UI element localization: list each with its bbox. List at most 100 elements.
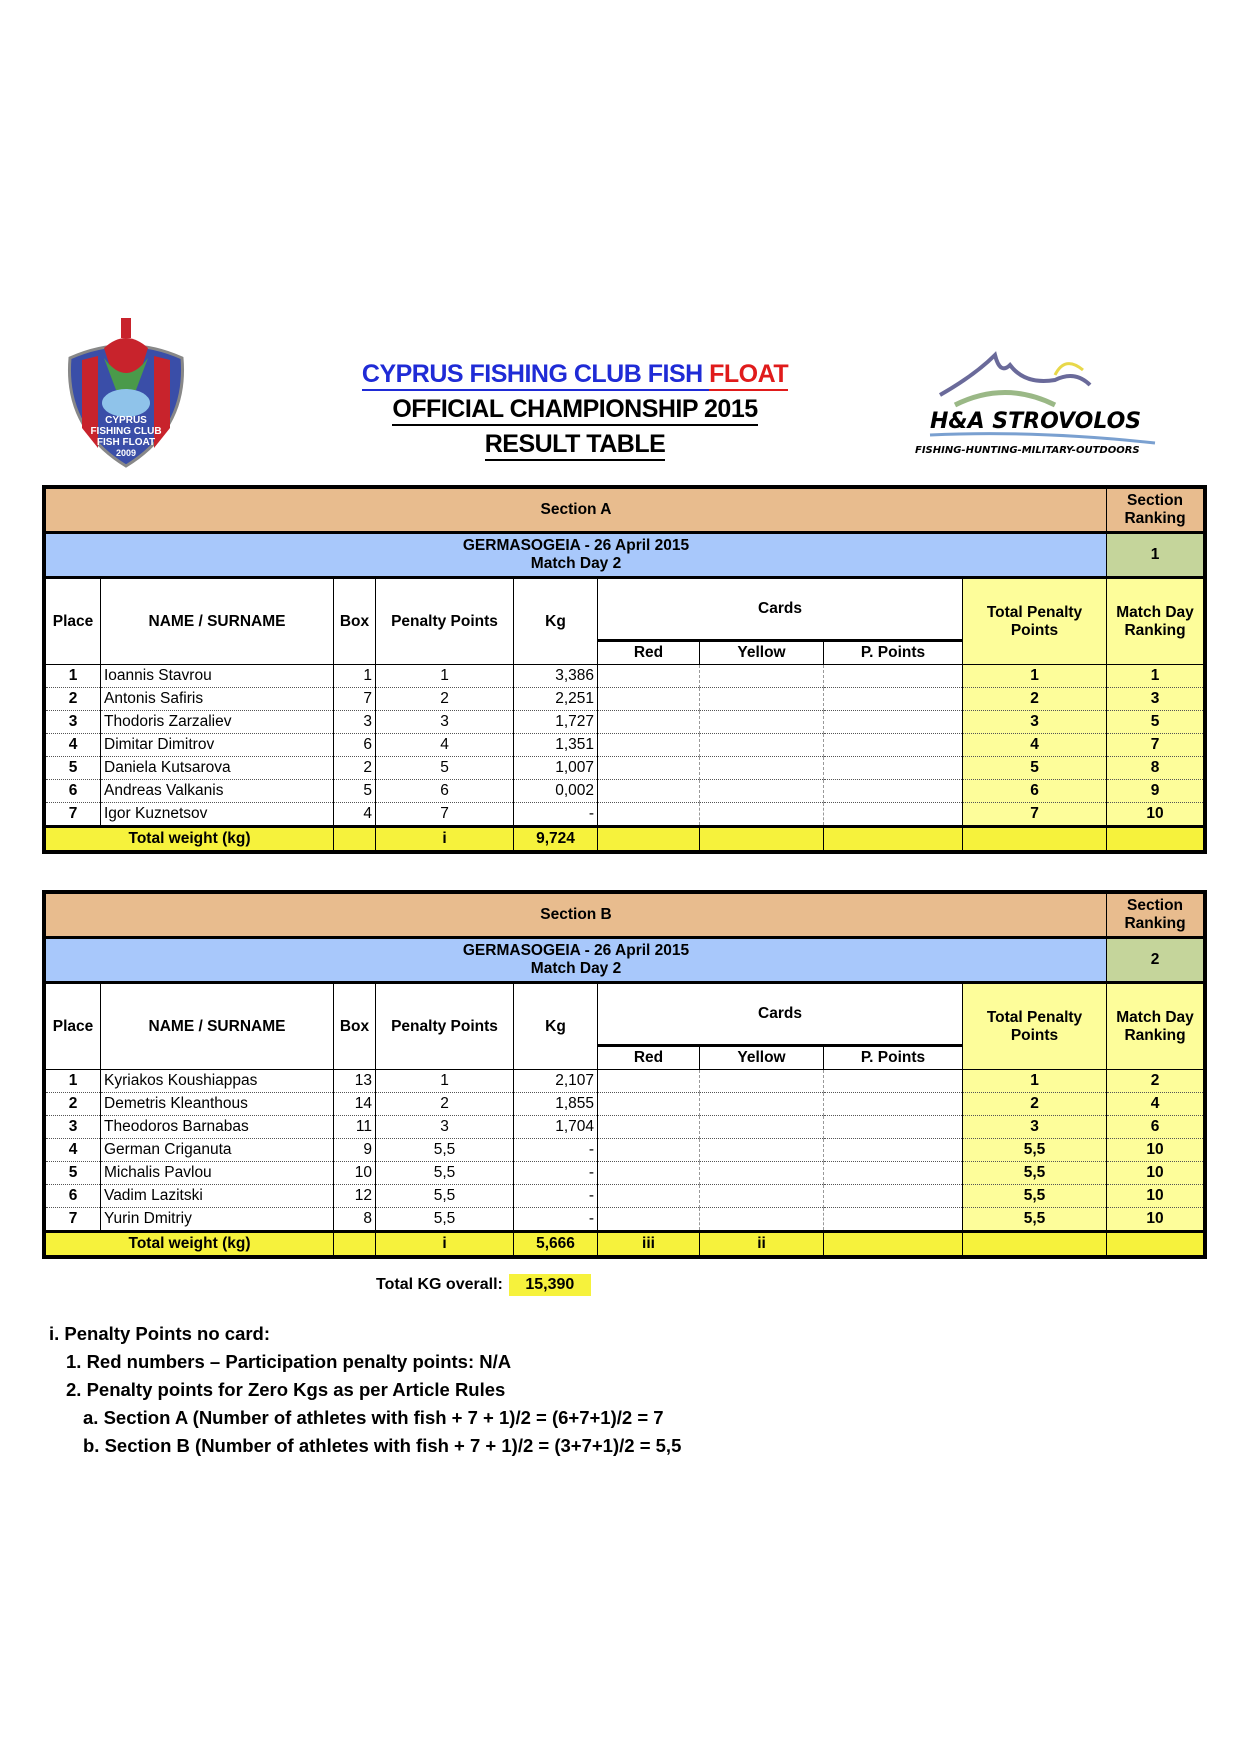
table-row: 6 Andreas Valkanis 5 6 0,002 6 9 [45, 779, 1205, 803]
total-yellow [699, 825, 824, 851]
match-day-ranking: 7 [1106, 733, 1205, 757]
svg-text:FISHING CLUB: FISHING CLUB [90, 426, 161, 437]
col-match-day-ranking: Match Day Ranking [1106, 576, 1205, 665]
box: 4 [333, 802, 376, 827]
match-day-ranking: 10 [1106, 1207, 1205, 1232]
match-day-ranking: 4 [1106, 1092, 1205, 1116]
match-day-ranking: 6 [1106, 1115, 1205, 1139]
svg-text:FISH FLOAT: FISH FLOAT [97, 437, 155, 448]
championship-title: OFFICIAL CHAMPIONSHIP 2015 [330, 395, 820, 426]
section-ranking-label: Section Ranking [1106, 893, 1205, 938]
table-row: 7 Yurin Dmitriy 8 5,5 - 5,5 10 [45, 1207, 1205, 1232]
club-shield-logo: CYPRUS FISHING CLUB FISH FLOAT 2009 [67, 318, 185, 468]
col-total-penalty: Total Penalty Points [961, 576, 1108, 665]
subtitle: OFFICIAL CHAMPIONSHIP 2015 [392, 395, 758, 426]
athlete-name: Daniela Kutsarova [100, 756, 334, 780]
box: 7 [333, 687, 376, 711]
total-red: iii [597, 1230, 700, 1256]
match-day-ranking: 10 [1106, 1138, 1205, 1162]
col-name: NAME / SURNAME [100, 576, 334, 665]
box: 11 [333, 1115, 376, 1139]
athlete-name: Antonis Safiris [100, 687, 334, 711]
strovolos-logo: H&A STROVOLOS FISHING-HUNTING-MILITARY-O… [915, 351, 1156, 456]
note-2a: a. Section A (Number of athletes with fi… [83, 1407, 664, 1428]
yellow-card [699, 1184, 824, 1208]
title-red: FLOAT [709, 360, 789, 391]
overall-label: Total KG overall: [376, 1276, 503, 1293]
kg: 1,727 [513, 710, 598, 734]
kg: 3,386 [513, 664, 598, 688]
table-row: 3 Theodoros Barnabas 11 3 1,704 3 6 [45, 1115, 1205, 1139]
kg: 1,351 [513, 733, 598, 757]
red-card [597, 1207, 700, 1232]
table-row: 7 Igor Kuznetsov 4 7 - 7 10 [45, 802, 1205, 827]
col-box: Box [333, 576, 376, 665]
athlete-name: Yurin Dmitriy [100, 1207, 334, 1232]
yellow-card [699, 1161, 824, 1185]
note-2: 2. Penalty points for Zero Kgs as per Ar… [66, 1379, 506, 1400]
col-red: Red [597, 639, 700, 665]
card-points [823, 1161, 963, 1185]
red-card [597, 779, 700, 803]
total-penalty: 5 [961, 756, 1108, 780]
penalty-points: 4 [375, 733, 514, 757]
penalty-points: 5,5 [375, 1207, 514, 1232]
note-heading: i. Penalty Points no card: [49, 1323, 271, 1344]
section-ranking-label: Section Ranking [1106, 488, 1205, 533]
match-day-ranking: 8 [1106, 756, 1205, 780]
athlete-name: Ioannis Stavrou [100, 664, 334, 688]
red-card [597, 687, 700, 711]
table-row: 3 Thodoris Zarzaliev 3 3 1,727 3 5 [45, 710, 1205, 734]
venue-cell: GERMASOGEIA - 26 April 2015 Match Day 2 [44, 936, 1108, 983]
total-penalty: 1 [961, 664, 1108, 688]
kg: 1,007 [513, 756, 598, 780]
place: 7 [45, 802, 101, 827]
kg: 1,704 [513, 1115, 598, 1139]
total-penalty: 2 [961, 687, 1108, 711]
kg: - [513, 1184, 598, 1208]
total-kg-overall: Total KG overall: 15,390 [376, 1274, 591, 1296]
col-box: Box [333, 981, 376, 1070]
yellow-card [699, 756, 824, 780]
red-card [597, 664, 700, 688]
athlete-name: Demetris Kleanthous [100, 1092, 334, 1116]
strovolos-name: H&A STROVOLOS [930, 409, 1141, 434]
place: 5 [45, 1161, 101, 1185]
total-penalty: 2 [961, 1092, 1108, 1116]
place: 2 [45, 1092, 101, 1116]
penalty-points: 2 [375, 687, 514, 711]
total-penalty: 4 [961, 733, 1108, 757]
place: 1 [45, 664, 101, 688]
section-table: Section B Section Ranking GERMASOGEIA - 2… [41, 890, 1208, 1259]
match-day: Match Day 2 [530, 555, 622, 572]
box: 14 [333, 1092, 376, 1116]
red-card [597, 1138, 700, 1162]
red-card [597, 1184, 700, 1208]
athlete-name: Dimitar Dimitrov [100, 733, 334, 757]
table-row: 2 Antonis Safiris 7 2 2,251 2 3 [45, 687, 1205, 711]
yellow-card [699, 1115, 824, 1139]
total-penalty-marker: i [375, 1230, 514, 1256]
total-penalty: 3 [961, 710, 1108, 734]
box: 3 [333, 710, 376, 734]
kg: 2,107 [513, 1069, 598, 1093]
card-points [823, 1092, 963, 1116]
red-card [597, 1092, 700, 1116]
note-1: 1. Red numbers – Participation penalty p… [66, 1351, 512, 1372]
total-weight-label: Total weight (kg) [45, 825, 334, 851]
red-card [597, 756, 700, 780]
athlete-name: German Criganuta [100, 1138, 334, 1162]
match-day-ranking: 2 [1106, 1069, 1205, 1093]
box: 10 [333, 1161, 376, 1185]
penalty-points: 1 [375, 664, 514, 688]
penalty-points: 3 [375, 710, 514, 734]
yellow-card [699, 1207, 824, 1232]
place: 1 [45, 1069, 101, 1093]
col-ppoints: P. Points [823, 639, 963, 665]
kg: - [513, 1207, 598, 1232]
table-row: 2 Demetris Kleanthous 14 2 1,855 2 4 [45, 1092, 1205, 1116]
box: 6 [333, 733, 376, 757]
venue: GERMASOGEIA - 26 April 2015 [462, 537, 690, 554]
place: 2 [45, 687, 101, 711]
athlete-name: Theodoros Barnabas [100, 1115, 334, 1139]
